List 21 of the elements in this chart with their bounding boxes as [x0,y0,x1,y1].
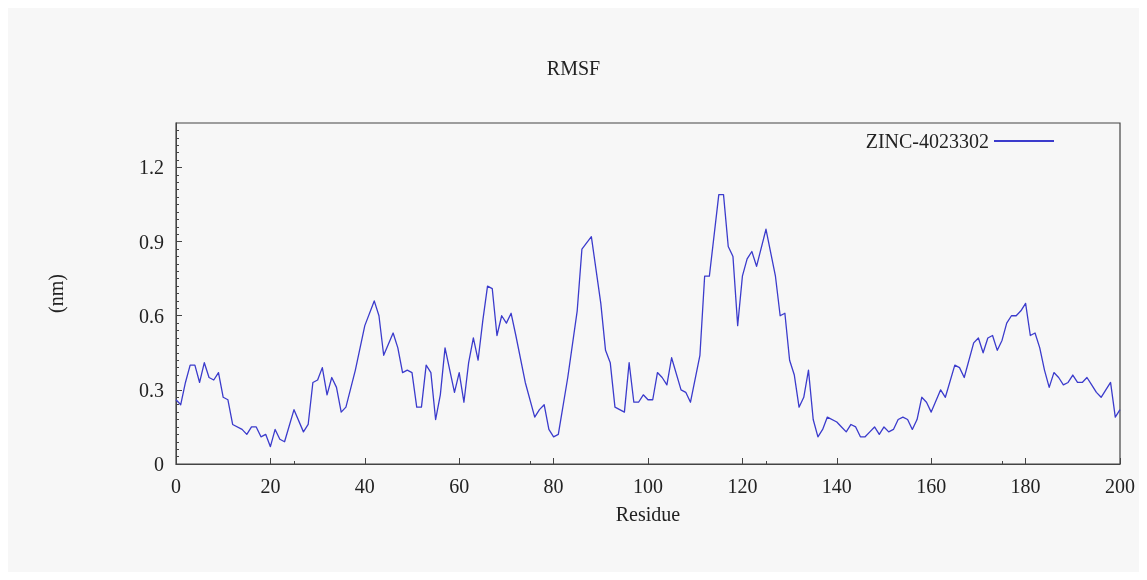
x-tick-label: 100 [633,475,663,497]
x-tick-label: 40 [354,475,375,497]
x-tick-label: 60 [449,475,470,497]
x-tick-label: 80 [543,475,564,497]
x-tick-label: 200 [1105,475,1135,497]
x-tick-label: 120 [727,475,758,497]
x-tick-label: 0 [171,475,181,497]
x-axis-title: Residue [615,503,681,525]
y-tick-label: 0.9 [139,230,164,253]
chart-title: RMSF [546,57,601,79]
legend-label: ZINC-4023302 [865,130,989,152]
y-tick-label: 0 [154,453,164,475]
y-tick-label: 0.3 [139,378,164,401]
x-tick-label: 180 [1010,475,1041,497]
x-tick-label: 20 [260,475,281,497]
x-tick-label: 140 [821,475,852,497]
line-series [175,194,1121,448]
y-tick-label: 1.2 [139,156,164,179]
y-axis-title: (nm) [45,274,68,313]
x-tick-label: 160 [916,475,947,497]
y-tick-label: 0.6 [139,304,164,327]
